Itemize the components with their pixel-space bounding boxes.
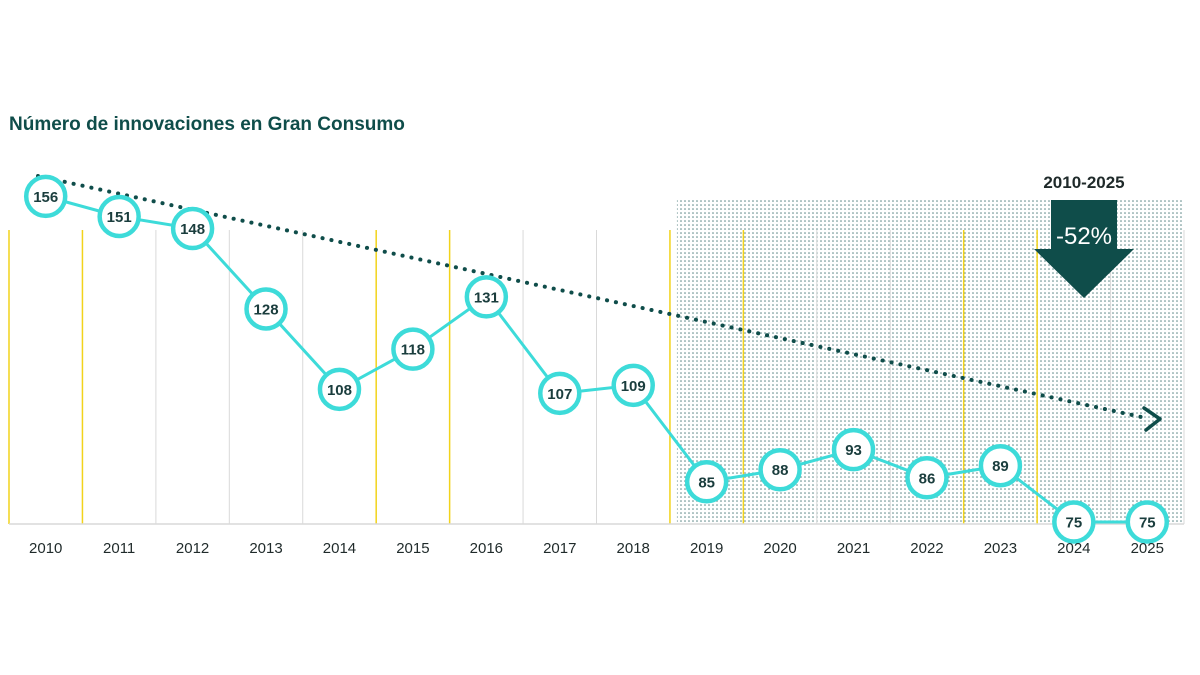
data-label: 131 (474, 289, 499, 306)
data-label: 88 (772, 462, 789, 479)
data-point-marker (97, 194, 141, 239)
series-line (45, 194, 1148, 524)
trend-line (36, 174, 1148, 420)
x-tick-label: 2013 (249, 540, 282, 557)
data-point-marker (758, 447, 802, 492)
data-label: 109 (621, 378, 646, 395)
data-label: 108 (327, 382, 352, 399)
data-point-marker (978, 443, 1023, 488)
data-label: 151 (107, 209, 132, 226)
x-tick-labels: 2010 2011 2012 2013 2014 2015 2016 2017 2018 2019… (29, 540, 1164, 557)
x-tick-label: 2019 (690, 540, 723, 557)
x-tick-label: 2020 (763, 540, 796, 557)
x-tick-label: 2011 (103, 540, 135, 557)
x-tick-label: 2017 (543, 540, 576, 557)
data-point-marker (1125, 500, 1170, 544)
data-point-marker (244, 287, 288, 331)
x-tick-label: 2023 (984, 540, 1017, 557)
data-label: 118 (401, 342, 425, 359)
data-point-marker (684, 460, 729, 504)
series-group: 156 151 148 128 108 118 131 107 109 85 88 93 86 89 75 7… (23, 174, 1170, 544)
data-label: 93 (845, 442, 862, 459)
change-callout: -52% 2010-2025 (1034, 173, 1134, 298)
data-label: 89 (992, 458, 1009, 475)
trend-line-group (36, 174, 1162, 432)
data-point-marker (831, 427, 876, 472)
trend-arrow-icon (1142, 406, 1162, 432)
x-tick-label: 2012 (176, 540, 209, 557)
x-tick-label: 2022 (910, 540, 943, 557)
data-point-marker (23, 174, 68, 219)
x-tick-label: 2021 (837, 540, 870, 557)
data-label: 107 (547, 386, 572, 403)
x-tick-label: 2014 (323, 540, 356, 557)
data-point-marker (1052, 500, 1096, 544)
chart-title: Número de innovaciones en Gran Consumo (9, 114, 405, 135)
data-label: 75 (1139, 515, 1156, 532)
data-point-marker (464, 275, 509, 319)
data-point-marker (170, 206, 215, 251)
data-point-marker (905, 456, 949, 500)
data-label: 85 (698, 474, 715, 491)
x-tick-label: 2024 (1057, 540, 1090, 557)
x-tick-label: 2025 (1131, 540, 1164, 557)
x-tick-label: 2015 (396, 540, 429, 557)
x-tick-label: 2010 (29, 540, 62, 557)
data-label: 148 (180, 221, 205, 238)
change-percent-label: -52% (1056, 223, 1112, 250)
change-period-label: 2010-2025 (1043, 173, 1124, 192)
data-label: 75 (1066, 515, 1083, 532)
data-point-marker (538, 371, 582, 416)
data-label: 86 (919, 470, 936, 487)
data-label: 128 (254, 301, 279, 318)
down-arrow-icon (1034, 200, 1134, 298)
data-label: 156 (33, 189, 58, 206)
data-point-marker (317, 367, 362, 412)
x-tick-label: 2016 (470, 540, 503, 557)
x-tick-label: 2018 (617, 540, 650, 557)
data-point-marker (391, 327, 435, 371)
data-point-marker (611, 363, 655, 408)
